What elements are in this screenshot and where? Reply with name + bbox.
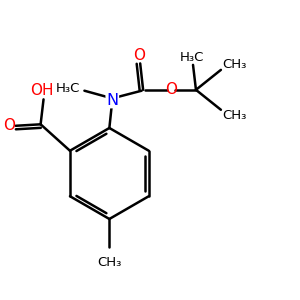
Text: O: O <box>165 82 177 97</box>
Text: N: N <box>106 93 118 108</box>
Text: H₃C: H₃C <box>56 82 80 95</box>
Text: CH₃: CH₃ <box>222 109 247 122</box>
Text: O: O <box>134 48 146 63</box>
Text: CH₃: CH₃ <box>97 256 122 269</box>
Text: OH: OH <box>30 83 54 98</box>
Text: CH₃: CH₃ <box>222 58 247 71</box>
Text: O: O <box>3 118 15 133</box>
Text: H₃C: H₃C <box>179 51 204 64</box>
